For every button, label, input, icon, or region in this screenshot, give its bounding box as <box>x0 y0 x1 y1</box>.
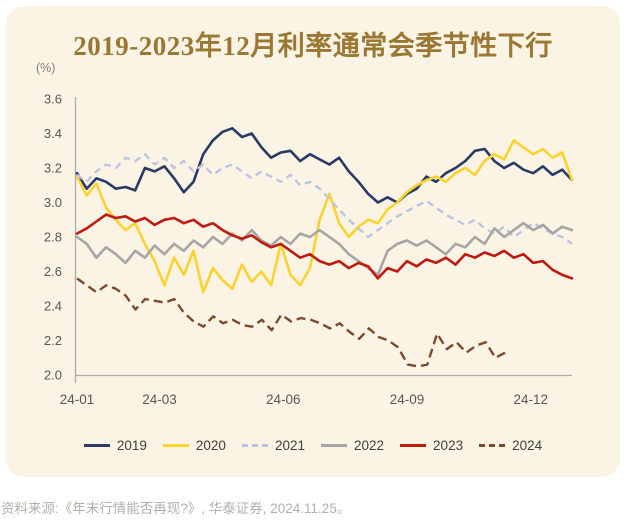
y-tick-label: 2.6 <box>44 264 62 279</box>
legend-swatch-2020 <box>162 444 189 447</box>
legend-label: 2020 <box>195 438 226 453</box>
y-tick-label: 2.2 <box>44 333 62 348</box>
chart-card <box>6 6 620 477</box>
chart-legend: 2019 2020 2021 2022 2023 2024 <box>40 438 586 453</box>
legend-label: 2023 <box>433 438 464 453</box>
legend-item-2024: 2024 <box>479 438 542 453</box>
y-tick-label: 2.4 <box>44 299 62 314</box>
y-tick-label: 3.4 <box>44 126 62 141</box>
source-note: 资料来源:《年末行情能否再现?》, 华泰证券, 2024.11.25。 <box>1 501 351 516</box>
series-line-2023 <box>75 213 574 280</box>
x-tick-label: 24-12 <box>514 392 549 407</box>
legend-swatch-2019 <box>83 444 110 447</box>
legend-swatch-2023 <box>400 444 427 447</box>
x-tick-label: 24-01 <box>60 392 95 407</box>
legend-item-2021: 2021 <box>241 438 305 453</box>
series-line-2021 <box>76 152 573 245</box>
legend-swatch-2024 <box>479 444 506 447</box>
y-tick-label: 2.8 <box>44 230 62 245</box>
legend-label: 2019 <box>116 438 147 453</box>
chart-title: 2019-2023年12月利率通常会季节性下行 <box>73 31 553 61</box>
x-tick-label: 24-03 <box>142 392 177 407</box>
y-axis-unit-label: (%) <box>36 61 56 75</box>
legend-item-2019: 2019 <box>83 438 147 453</box>
legend-item-2020: 2020 <box>162 438 226 453</box>
y-tick-label: 2.0 <box>44 368 62 383</box>
series-line-2019 <box>75 127 574 204</box>
y-tick-label: 3.6 <box>44 92 62 107</box>
y-tick-label: 3.2 <box>44 161 62 176</box>
legend-label: 2024 <box>512 438 543 453</box>
x-tick-label: 24-09 <box>390 392 425 407</box>
y-tick-label: 3.0 <box>44 195 62 210</box>
series-line-2024 <box>76 277 506 368</box>
legend-item-2022: 2022 <box>321 438 384 453</box>
legend-label: 2021 <box>274 438 305 453</box>
legend-swatch-2021 <box>241 444 268 447</box>
legend-swatch-2022 <box>321 444 347 447</box>
legend-item-2023: 2023 <box>400 438 463 453</box>
series-line-2020 <box>75 139 574 294</box>
legend-label: 2022 <box>354 438 385 453</box>
x-tick-label: 24-06 <box>266 392 301 407</box>
series-line-2022 <box>75 221 574 277</box>
